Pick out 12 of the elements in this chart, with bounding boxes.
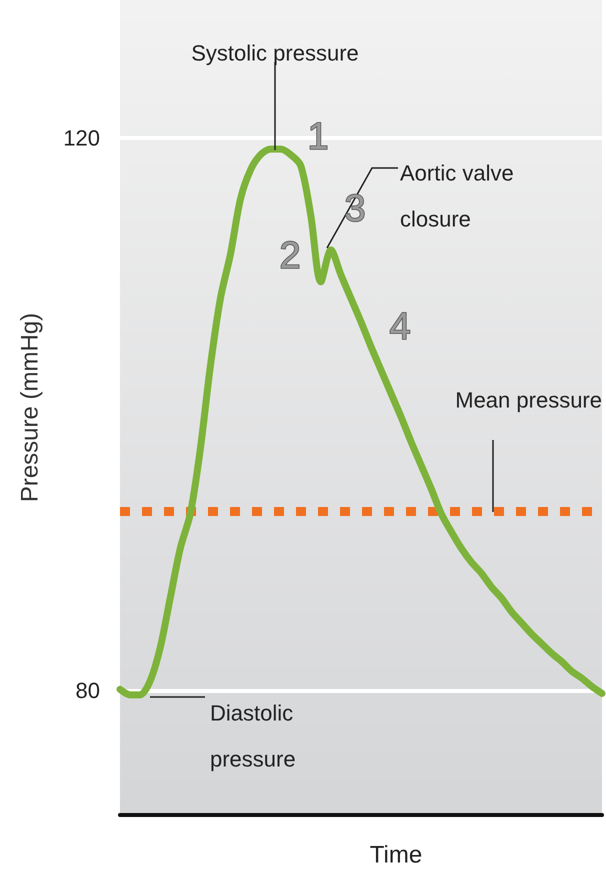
annotation: Diastolic pressure: [210, 700, 300, 772]
y-tick-label: 80: [76, 678, 100, 704]
annotation: 3: [344, 188, 366, 230]
annotation: Aortic valve closure: [400, 160, 520, 232]
y-axis-title: Pressure (mmHg): [16, 312, 44, 502]
ref-line-label: Mean pressure: [455, 388, 602, 413]
annotation: Systolic pressure: [191, 40, 359, 66]
y-tick-label: 120: [63, 126, 100, 151]
annotation: 2: [279, 235, 301, 277]
x-axis-title: Time: [370, 842, 422, 868]
annotation: 1: [307, 116, 329, 158]
annotation: 4: [389, 306, 411, 348]
